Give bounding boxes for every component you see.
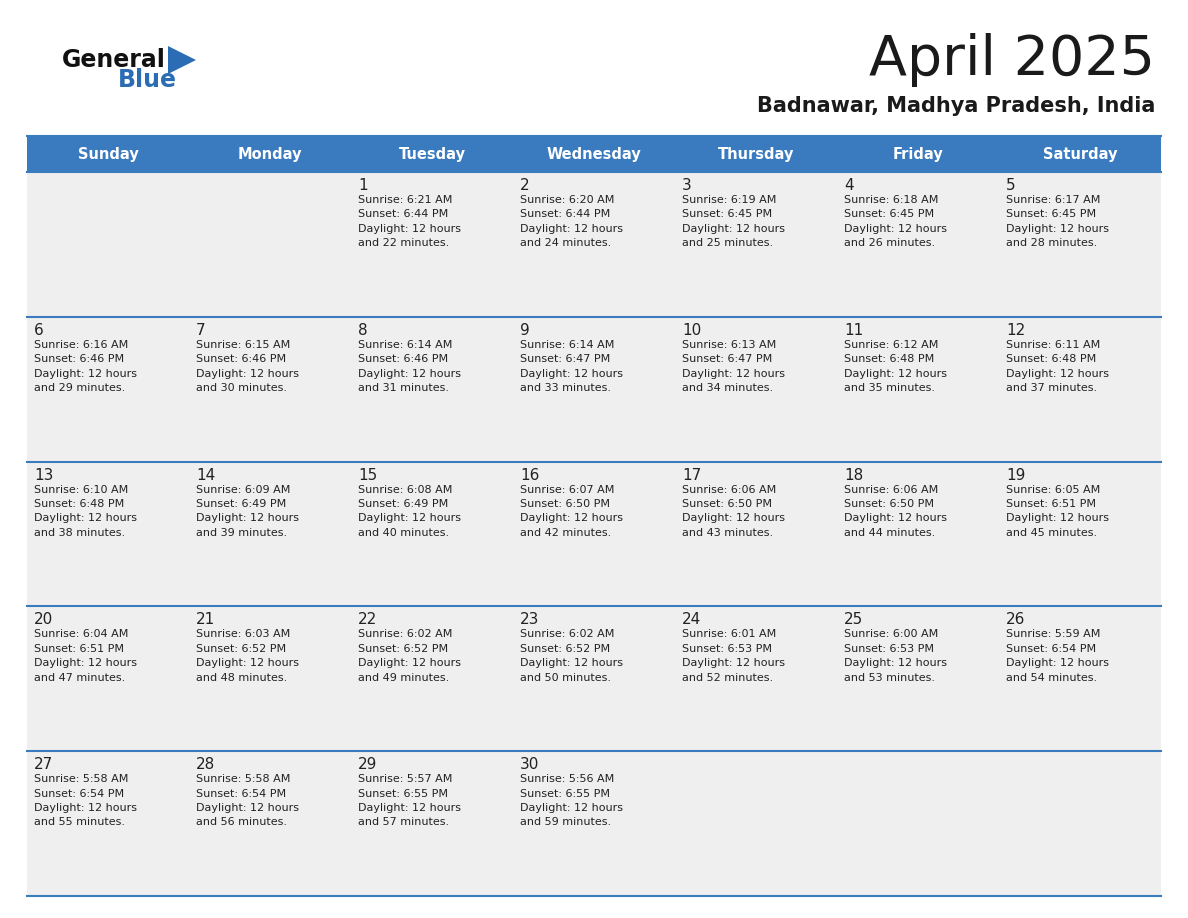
Text: Sunrise: 6:07 AM
Sunset: 6:50 PM
Daylight: 12 hours
and 42 minutes.: Sunrise: 6:07 AM Sunset: 6:50 PM Dayligh…: [520, 485, 623, 538]
Text: Blue: Blue: [118, 68, 177, 92]
Text: 21: 21: [196, 612, 215, 627]
Text: Sunrise: 6:21 AM
Sunset: 6:44 PM
Daylight: 12 hours
and 22 minutes.: Sunrise: 6:21 AM Sunset: 6:44 PM Dayligh…: [358, 195, 461, 248]
Text: Sunrise: 5:58 AM
Sunset: 6:54 PM
Daylight: 12 hours
and 56 minutes.: Sunrise: 5:58 AM Sunset: 6:54 PM Dayligh…: [196, 774, 299, 827]
Text: 18: 18: [843, 467, 864, 483]
Text: 11: 11: [843, 323, 864, 338]
Bar: [27, 607, 1161, 751]
Text: 15: 15: [358, 467, 378, 483]
Text: Sunrise: 6:05 AM
Sunset: 6:51 PM
Daylight: 12 hours
and 45 minutes.: Sunrise: 6:05 AM Sunset: 6:51 PM Dayligh…: [1006, 485, 1110, 538]
Text: 13: 13: [34, 467, 53, 483]
Text: 19: 19: [1006, 467, 1025, 483]
Text: Sunrise: 6:02 AM
Sunset: 6:52 PM
Daylight: 12 hours
and 49 minutes.: Sunrise: 6:02 AM Sunset: 6:52 PM Dayligh…: [358, 630, 461, 683]
Text: 17: 17: [682, 467, 701, 483]
Text: 12: 12: [1006, 323, 1025, 338]
Text: Sunrise: 6:09 AM
Sunset: 6:49 PM
Daylight: 12 hours
and 39 minutes.: Sunrise: 6:09 AM Sunset: 6:49 PM Dayligh…: [196, 485, 299, 538]
Text: Monday: Monday: [238, 147, 302, 162]
Text: Sunrise: 6:12 AM
Sunset: 6:48 PM
Daylight: 12 hours
and 35 minutes.: Sunrise: 6:12 AM Sunset: 6:48 PM Dayligh…: [843, 340, 947, 393]
Text: Sunrise: 6:14 AM
Sunset: 6:46 PM
Daylight: 12 hours
and 31 minutes.: Sunrise: 6:14 AM Sunset: 6:46 PM Dayligh…: [358, 340, 461, 393]
Text: Tuesday: Tuesday: [398, 147, 466, 162]
Text: 4: 4: [843, 178, 854, 193]
Text: Sunrise: 6:06 AM
Sunset: 6:50 PM
Daylight: 12 hours
and 43 minutes.: Sunrise: 6:06 AM Sunset: 6:50 PM Dayligh…: [682, 485, 785, 538]
Text: 22: 22: [358, 612, 378, 627]
Text: April 2025: April 2025: [868, 33, 1155, 87]
Text: Sunrise: 6:14 AM
Sunset: 6:47 PM
Daylight: 12 hours
and 33 minutes.: Sunrise: 6:14 AM Sunset: 6:47 PM Dayligh…: [520, 340, 623, 393]
Text: Sunday: Sunday: [77, 147, 138, 162]
Text: 1: 1: [358, 178, 367, 193]
Text: 24: 24: [682, 612, 701, 627]
Text: 9: 9: [520, 323, 530, 338]
Text: Sunrise: 6:15 AM
Sunset: 6:46 PM
Daylight: 12 hours
and 30 minutes.: Sunrise: 6:15 AM Sunset: 6:46 PM Dayligh…: [196, 340, 299, 393]
Text: 10: 10: [682, 323, 701, 338]
Text: 8: 8: [358, 323, 367, 338]
Text: Sunrise: 5:58 AM
Sunset: 6:54 PM
Daylight: 12 hours
and 55 minutes.: Sunrise: 5:58 AM Sunset: 6:54 PM Dayligh…: [34, 774, 137, 827]
Bar: [27, 172, 1161, 317]
Text: 6: 6: [34, 323, 44, 338]
Text: Saturday: Saturday: [1043, 147, 1117, 162]
Text: 7: 7: [196, 323, 206, 338]
Bar: [27, 462, 1161, 607]
Text: 16: 16: [520, 467, 539, 483]
Text: Sunrise: 6:10 AM
Sunset: 6:48 PM
Daylight: 12 hours
and 38 minutes.: Sunrise: 6:10 AM Sunset: 6:48 PM Dayligh…: [34, 485, 137, 538]
Text: Sunrise: 6:04 AM
Sunset: 6:51 PM
Daylight: 12 hours
and 47 minutes.: Sunrise: 6:04 AM Sunset: 6:51 PM Dayligh…: [34, 630, 137, 683]
Text: 30: 30: [520, 757, 539, 772]
Text: Sunrise: 6:00 AM
Sunset: 6:53 PM
Daylight: 12 hours
and 53 minutes.: Sunrise: 6:00 AM Sunset: 6:53 PM Dayligh…: [843, 630, 947, 683]
Text: 5: 5: [1006, 178, 1016, 193]
Text: 23: 23: [520, 612, 539, 627]
Text: Sunrise: 6:06 AM
Sunset: 6:50 PM
Daylight: 12 hours
and 44 minutes.: Sunrise: 6:06 AM Sunset: 6:50 PM Dayligh…: [843, 485, 947, 538]
Text: Sunrise: 5:57 AM
Sunset: 6:55 PM
Daylight: 12 hours
and 57 minutes.: Sunrise: 5:57 AM Sunset: 6:55 PM Dayligh…: [358, 774, 461, 827]
Text: 28: 28: [196, 757, 215, 772]
Text: 26: 26: [1006, 612, 1025, 627]
Text: 29: 29: [358, 757, 378, 772]
Text: Sunrise: 6:03 AM
Sunset: 6:52 PM
Daylight: 12 hours
and 48 minutes.: Sunrise: 6:03 AM Sunset: 6:52 PM Dayligh…: [196, 630, 299, 683]
Text: Sunrise: 6:11 AM
Sunset: 6:48 PM
Daylight: 12 hours
and 37 minutes.: Sunrise: 6:11 AM Sunset: 6:48 PM Dayligh…: [1006, 340, 1110, 393]
Text: 27: 27: [34, 757, 53, 772]
Text: 20: 20: [34, 612, 53, 627]
Text: Sunrise: 6:17 AM
Sunset: 6:45 PM
Daylight: 12 hours
and 28 minutes.: Sunrise: 6:17 AM Sunset: 6:45 PM Dayligh…: [1006, 195, 1110, 248]
Text: Friday: Friday: [892, 147, 943, 162]
Text: 14: 14: [196, 467, 215, 483]
Text: 3: 3: [682, 178, 691, 193]
Text: Sunrise: 5:56 AM
Sunset: 6:55 PM
Daylight: 12 hours
and 59 minutes.: Sunrise: 5:56 AM Sunset: 6:55 PM Dayligh…: [520, 774, 623, 827]
Text: Sunrise: 6:08 AM
Sunset: 6:49 PM
Daylight: 12 hours
and 40 minutes.: Sunrise: 6:08 AM Sunset: 6:49 PM Dayligh…: [358, 485, 461, 538]
Text: Sunrise: 6:13 AM
Sunset: 6:47 PM
Daylight: 12 hours
and 34 minutes.: Sunrise: 6:13 AM Sunset: 6:47 PM Dayligh…: [682, 340, 785, 393]
Text: Sunrise: 6:16 AM
Sunset: 6:46 PM
Daylight: 12 hours
and 29 minutes.: Sunrise: 6:16 AM Sunset: 6:46 PM Dayligh…: [34, 340, 137, 393]
Text: Sunrise: 6:20 AM
Sunset: 6:44 PM
Daylight: 12 hours
and 24 minutes.: Sunrise: 6:20 AM Sunset: 6:44 PM Dayligh…: [520, 195, 623, 248]
Bar: [27, 317, 1161, 462]
Text: General: General: [62, 48, 166, 72]
Text: 2: 2: [520, 178, 530, 193]
Text: Sunrise: 6:18 AM
Sunset: 6:45 PM
Daylight: 12 hours
and 26 minutes.: Sunrise: 6:18 AM Sunset: 6:45 PM Dayligh…: [843, 195, 947, 248]
Text: Sunrise: 5:59 AM
Sunset: 6:54 PM
Daylight: 12 hours
and 54 minutes.: Sunrise: 5:59 AM Sunset: 6:54 PM Dayligh…: [1006, 630, 1110, 683]
Text: Sunrise: 6:02 AM
Sunset: 6:52 PM
Daylight: 12 hours
and 50 minutes.: Sunrise: 6:02 AM Sunset: 6:52 PM Dayligh…: [520, 630, 623, 683]
Text: Badnawar, Madhya Pradesh, India: Badnawar, Madhya Pradesh, India: [757, 96, 1155, 116]
Bar: [27, 136, 1161, 172]
Text: Wednesday: Wednesday: [546, 147, 642, 162]
Text: Sunrise: 6:01 AM
Sunset: 6:53 PM
Daylight: 12 hours
and 52 minutes.: Sunrise: 6:01 AM Sunset: 6:53 PM Dayligh…: [682, 630, 785, 683]
Text: Sunrise: 6:19 AM
Sunset: 6:45 PM
Daylight: 12 hours
and 25 minutes.: Sunrise: 6:19 AM Sunset: 6:45 PM Dayligh…: [682, 195, 785, 248]
Text: Thursday: Thursday: [718, 147, 795, 162]
Polygon shape: [168, 46, 196, 74]
Bar: [27, 751, 1161, 896]
Text: 25: 25: [843, 612, 864, 627]
